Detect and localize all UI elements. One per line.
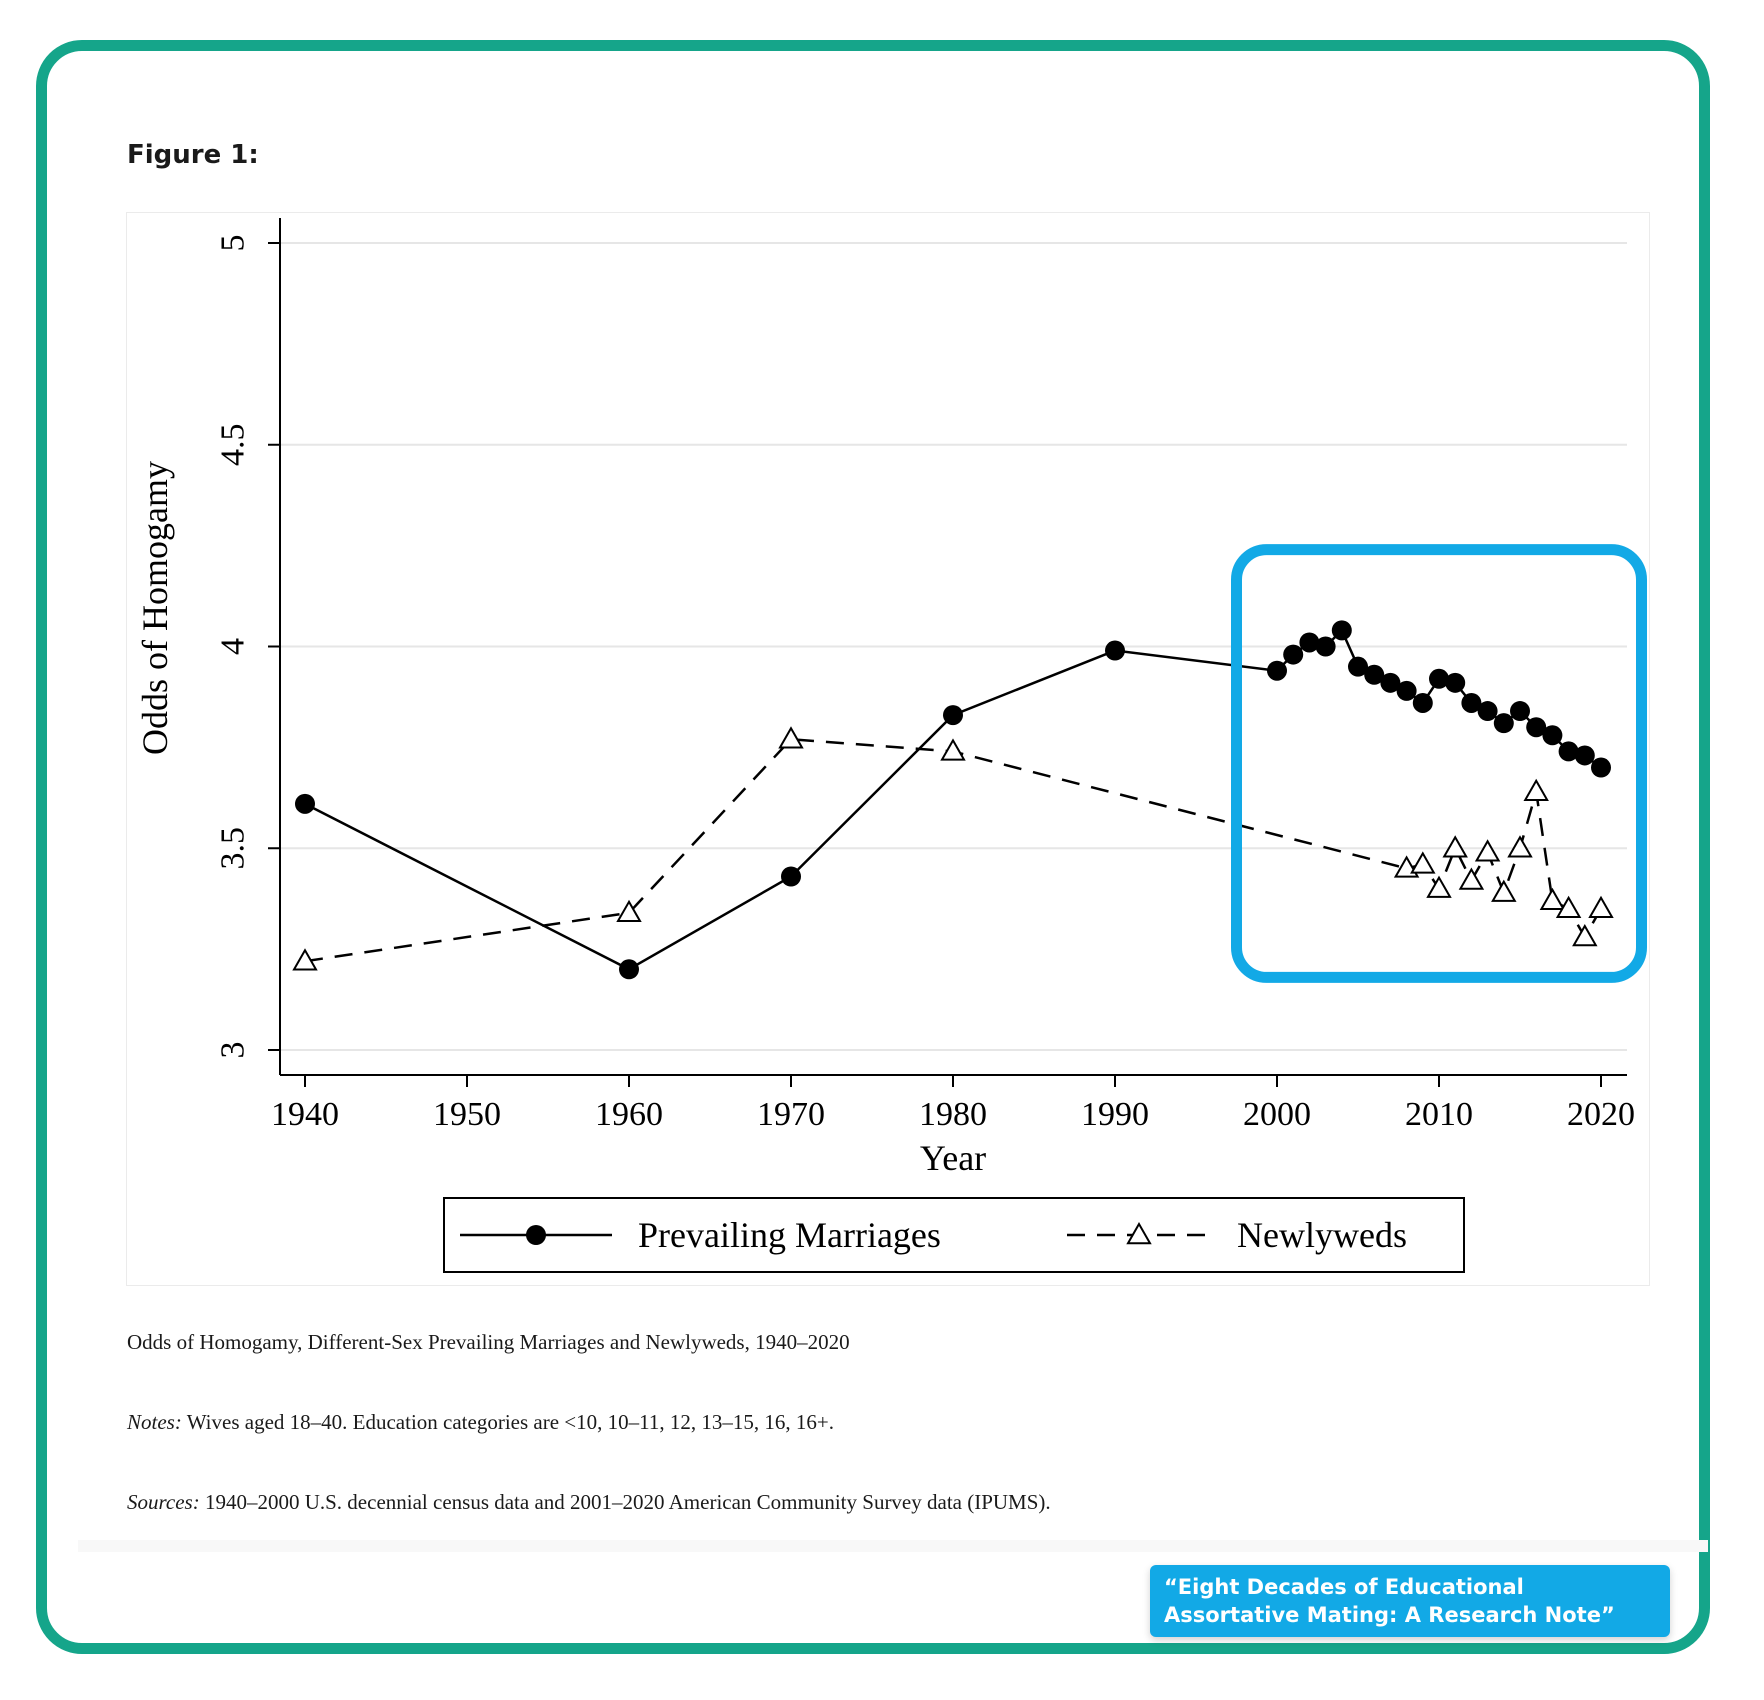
sources-text: 1940–2000 U.S. decennial census data and… (204, 1490, 1051, 1514)
data-point-1 (1493, 713, 1514, 734)
data-point-1 (1510, 701, 1530, 722)
figure-caption: Odds of Homogamy, Different-Sex Prevaili… (127, 1330, 850, 1354)
data-point-1 (943, 705, 963, 726)
x-tick-label: 1940 (271, 1096, 339, 1133)
data-point-2 (1588, 895, 1614, 919)
data-point-1 (1380, 672, 1401, 693)
data-point-1 (1331, 620, 1352, 641)
legend-label-1: Prevailing Marriages (638, 1215, 941, 1255)
data-point-2 (1539, 887, 1566, 910)
data-point-1 (1574, 745, 1595, 766)
data-point-1 (619, 959, 639, 980)
y-tick-label: 3.5 (215, 827, 252, 870)
data-point-1 (295, 793, 315, 814)
y-tick-label: 4 (215, 638, 252, 655)
legend-marker-1 (526, 1225, 546, 1245)
data-point-2 (1442, 835, 1468, 858)
data-point-2 (778, 726, 804, 749)
data-point-1 (1299, 632, 1320, 653)
series-line-2 (304, 738, 1603, 963)
data-point-1 (1558, 741, 1579, 762)
data-point-1 (1542, 725, 1563, 746)
legend-label-2: Newlyweds (1237, 1215, 1407, 1255)
figure-notes: Notes: Wives aged 18–40. Education categ… (127, 1410, 834, 1435)
y-tick-label: 5 (215, 235, 252, 252)
data-point-2 (1426, 875, 1452, 898)
y-tick-label: 3 (215, 1042, 252, 1059)
data-point-1 (1477, 701, 1498, 722)
x-tick-label: 2020 (1567, 1096, 1635, 1133)
data-point-2 (1523, 778, 1549, 802)
highlight-box (1231, 544, 1647, 983)
data-point-1 (1348, 656, 1368, 677)
figure-label: Figure 1: (127, 140, 259, 170)
article-title-badge[interactable]: “Eight Decades of Educational Assortativ… (1150, 1565, 1670, 1637)
y-tick-label: 4.5 (215, 424, 252, 467)
data-point-2 (940, 738, 966, 761)
data-point-1 (1364, 664, 1385, 685)
legend-box (443, 1197, 1465, 1273)
figure-sources: Sources: 1940–2000 U.S. decennial census… (127, 1490, 1051, 1515)
caption-divider (78, 1540, 1708, 1552)
sources-label: Sources: (127, 1490, 200, 1514)
x-tick-label: 1980 (919, 1096, 987, 1133)
data-point-1 (1445, 672, 1466, 693)
data-point-1 (1429, 668, 1449, 689)
data-point-1 (1526, 717, 1547, 738)
data-point-1 (1105, 640, 1125, 661)
data-point-2 (1507, 835, 1533, 858)
x-tick-label: 1970 (757, 1096, 825, 1133)
data-point-2 (1491, 879, 1517, 902)
x-tick-label: 1990 (1081, 1096, 1149, 1133)
data-point-2 (1474, 839, 1501, 862)
data-point-2 (292, 948, 318, 971)
x-tick-label: 2010 (1405, 1096, 1473, 1133)
notes-text: Wives aged 18–40. Education categories a… (186, 1410, 834, 1434)
notes-label: Notes: (127, 1410, 182, 1434)
data-point-2 (616, 899, 642, 923)
line-chart: 3 3.5 4 4.5 5 1940 1950 1960 1970 1980 1990 2000 201… (135, 218, 1647, 1273)
x-tick-label: 1950 (433, 1096, 501, 1133)
data-point-2 (1555, 895, 1582, 919)
data-point-1 (1461, 692, 1482, 713)
x-tick-label: 2000 (1243, 1096, 1311, 1133)
data-point-1 (1267, 660, 1287, 681)
data-point-1 (1315, 636, 1336, 657)
data-point-1 (1412, 692, 1433, 713)
data-point-2 (1458, 867, 1485, 890)
x-axis-title: Year (920, 1138, 986, 1178)
data-point-1 (1283, 644, 1304, 665)
x-tick-label: 1960 (595, 1096, 663, 1133)
data-point-2 (1410, 851, 1436, 874)
data-point-1 (781, 866, 801, 887)
data-point-1 (1591, 757, 1611, 778)
data-point-2 (1572, 924, 1598, 947)
chart-panel: 3 3.5 4 4.5 5 1940 1950 1960 1970 1980 1990 2000 201… (126, 212, 1650, 1286)
data-point-1 (1396, 680, 1417, 701)
y-axis-title: Odds of Homogamy (135, 461, 175, 755)
legend-marker-2 (1126, 1221, 1152, 1245)
